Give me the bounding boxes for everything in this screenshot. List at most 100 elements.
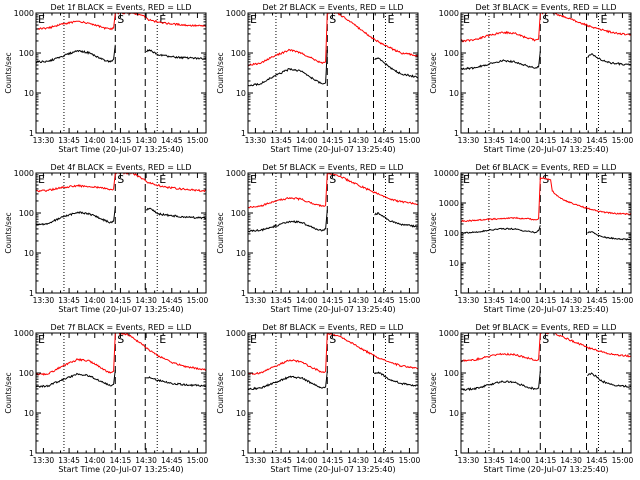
plot-frame (247, 172, 419, 294)
series-line-lld (36, 13, 206, 31)
series-line-events (248, 371, 418, 391)
x-tick-label: 15:00 (399, 456, 421, 465)
plot-frame (35, 332, 207, 454)
x-axis-label: Start Time (20-Jul-07 13:25:40) (483, 145, 608, 154)
x-tick-label: 14:30 (560, 136, 582, 145)
marker-label-E: E (250, 13, 257, 26)
y-tick-label: 100 (444, 49, 459, 58)
x-tick-label: 14:00 (84, 296, 106, 305)
x-tick-label: 15:00 (399, 136, 421, 145)
x-tick-label: 14:15 (322, 456, 344, 465)
marker-label-S: S (329, 173, 336, 186)
plot-frame (247, 332, 419, 454)
x-tick-label: 14:15 (110, 296, 132, 305)
x-tick-label: 15:00 (187, 296, 209, 305)
y-tick-label: 100 (231, 209, 246, 218)
series-line-lld (461, 176, 631, 223)
y-tick-label: 100 (231, 49, 246, 58)
x-tick-label: 13:30 (33, 456, 55, 465)
y-tick-label: 1 (454, 129, 459, 138)
series-line-events (461, 371, 631, 392)
y-tick-label: 100 (19, 369, 34, 378)
y-tick-label: 100 (444, 369, 459, 378)
series-line-events (461, 225, 631, 241)
y-tick-label: 1000 (439, 9, 459, 18)
panel-title: Det 7f BLACK = Events, RED = LLD (50, 323, 191, 332)
plot-frame (460, 172, 632, 294)
marker-label-E: E (159, 333, 166, 346)
x-tick-label: 14:15 (535, 456, 557, 465)
x-tick-label: 14:30 (560, 456, 582, 465)
series-line-lld (248, 333, 418, 375)
plot-frame (460, 332, 632, 454)
y-tick-label: 1000 (14, 169, 34, 178)
x-tick-label: 13:30 (245, 456, 267, 465)
panel-title: Det 6f BLACK = Events, RED = LLD (475, 163, 616, 172)
panel-title: Det 3f BLACK = Events, RED = LLD (475, 3, 616, 12)
y-tick-label: 100 (231, 369, 246, 378)
y-axis-label: Counts/sec (216, 52, 225, 93)
marker-label-S: S (542, 173, 549, 186)
marker-label-S: S (542, 13, 549, 26)
marker-label-S: S (329, 13, 336, 26)
y-tick-label: 100 (19, 49, 34, 58)
x-tick-label: 14:45 (373, 296, 395, 305)
y-tick-label: 1000 (14, 329, 34, 338)
panel-title: Det 2f BLACK = Events, RED = LLD (262, 3, 403, 12)
x-axis-label: Start Time (20-Jul-07 13:25:40) (270, 305, 395, 314)
plot-frame (247, 12, 419, 134)
x-tick-label: 14:00 (84, 456, 106, 465)
x-tick-label: 14:15 (535, 136, 557, 145)
y-tick-label: 1000 (439, 199, 459, 208)
marker-label-E: E (159, 13, 166, 26)
y-tick-label: 10 (236, 89, 246, 98)
series-line-events (36, 369, 206, 388)
y-axis-label: Counts/sec (216, 372, 225, 413)
x-tick-label: 14:30 (347, 296, 369, 305)
marker-label-E: E (387, 333, 394, 346)
x-tick-label: 14:00 (296, 456, 318, 465)
y-tick-label: 10 (449, 89, 459, 98)
y-tick-label: 1000 (226, 9, 246, 18)
x-tick-label: 13:45 (483, 296, 505, 305)
marker-label-E: E (463, 173, 470, 186)
y-tick-label: 1 (241, 129, 246, 138)
x-tick-label: 13:30 (33, 136, 55, 145)
y-tick-label: 10 (449, 259, 459, 268)
panel-title: Det 8f BLACK = Events, RED = LLD (262, 323, 403, 332)
x-tick-label: 14:15 (535, 296, 557, 305)
marker-label-E: E (463, 13, 470, 26)
series-line-events (248, 49, 418, 87)
x-tick-label: 14:45 (161, 136, 183, 145)
marker-label-E: E (387, 13, 394, 26)
x-tick-label: 13:45 (270, 136, 292, 145)
y-tick-label: 1000 (226, 329, 246, 338)
y-tick-label: 10000 (434, 169, 459, 178)
y-axis-label: Counts/sec (429, 52, 438, 93)
x-tick-label: 14:45 (586, 136, 608, 145)
y-tick-label: 10 (24, 89, 34, 98)
y-axis-label: Counts/sec (4, 212, 13, 253)
y-tick-label: 1 (241, 449, 246, 458)
y-tick-label: 1000 (439, 329, 459, 338)
series-line-events (36, 207, 206, 226)
panel-title: Det 5f BLACK = Events, RED = LLD (262, 163, 403, 172)
x-tick-label: 15:00 (187, 456, 209, 465)
x-tick-label: 14:45 (586, 456, 608, 465)
x-tick-label: 14:30 (347, 456, 369, 465)
x-tick-label: 15:00 (187, 136, 209, 145)
marker-label-S: S (329, 333, 336, 346)
x-tick-label: 13:30 (33, 296, 55, 305)
x-tick-label: 13:30 (458, 296, 480, 305)
y-tick-label: 10 (236, 409, 246, 418)
series-line-lld (36, 173, 206, 193)
plot-frame (460, 12, 632, 134)
marker-label-E: E (250, 333, 257, 346)
